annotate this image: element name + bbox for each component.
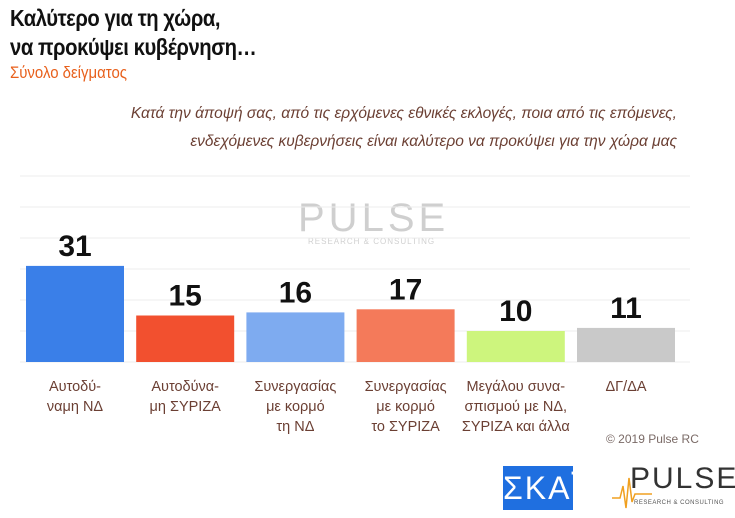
chart-title: Καλύτερο για τη χώρα, να προκύψει κυβέρν… <box>10 4 257 62</box>
copyright: © 2019 Pulse RC <box>606 432 699 446</box>
category-label: Αυτοδύνα- <box>151 379 219 395</box>
category-label: Μεγάλου συνα- <box>467 379 566 395</box>
data-label: 15 <box>169 280 202 313</box>
question-line-1: Κατά την άποψή σας, από τις ερχόμενες εθ… <box>130 105 677 122</box>
category-label: με κορμό <box>266 399 325 415</box>
category-label: τη ΝΔ <box>276 419 314 435</box>
pulse-watermark: PULSE RESEARCH & CONSULTING <box>268 196 449 246</box>
pulse-logo: PULSE RESEARCH & CONSULTING <box>612 462 735 512</box>
category-label: σπισμού με ΝΔ, <box>465 399 568 415</box>
watermark-tagline: RESEARCH & CONSULTING <box>308 237 436 246</box>
title-line-1: Καλύτερο για τη χώρα, <box>10 5 221 31</box>
category-label: το ΣΥΡΙΖΑ <box>371 419 440 435</box>
category-label: Συνεργασίας <box>365 379 447 395</box>
category-label: ναμη ΝΔ <box>47 399 104 415</box>
data-label: 11 <box>610 292 642 325</box>
category-label: με κορμό <box>376 399 435 415</box>
bar <box>356 309 455 362</box>
chart-subtitle: Σύνολο δείγματος <box>10 63 127 82</box>
survey-question: Κατά την άποψή σας, από τις ερχόμενες εθ… <box>37 100 677 156</box>
category-label: ΔΓ/ΔΑ <box>605 379 646 395</box>
bar <box>466 331 565 362</box>
category-label: Αυτοδύ- <box>49 379 101 395</box>
question-line-2: ενδεχόμενες κυβερνήσεις είναι καλύτερο ν… <box>190 133 677 150</box>
data-label: 31 <box>58 230 91 263</box>
skai-logo: ΣΚΑΪ <box>503 466 580 510</box>
bar <box>577 327 675 362</box>
pulse-wave-icon <box>612 477 652 509</box>
watermark-logo: PULSE <box>298 196 450 240</box>
bar <box>246 312 345 362</box>
data-label: 16 <box>279 276 312 309</box>
title-line-2: να προκύψει κυβέρνηση… <box>10 34 257 60</box>
bar <box>136 315 235 362</box>
category-label: ΣΥΡΙΖΑ και άλλα <box>462 419 570 435</box>
data-label: 17 <box>389 273 422 306</box>
bar <box>26 265 124 362</box>
category-label: μη ΣΥΡΙΖΑ <box>150 399 222 415</box>
category-label: Συνεργασίας <box>254 379 336 395</box>
data-label: 10 <box>499 295 532 328</box>
